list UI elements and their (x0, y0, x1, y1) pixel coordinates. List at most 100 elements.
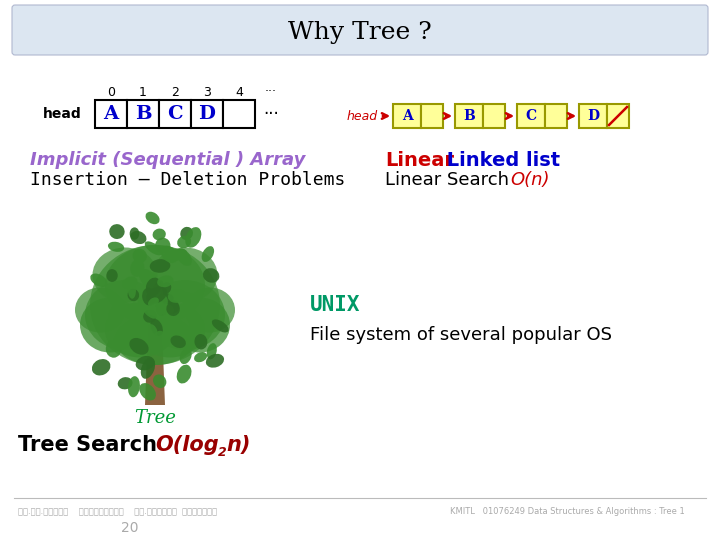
Text: Implicit (Sequential ) Array: Implicit (Sequential ) Array (30, 151, 305, 169)
Ellipse shape (159, 294, 168, 307)
Ellipse shape (202, 246, 214, 262)
FancyBboxPatch shape (545, 104, 567, 128)
Ellipse shape (132, 249, 147, 263)
Polygon shape (145, 325, 165, 405)
Ellipse shape (152, 330, 164, 345)
Ellipse shape (128, 376, 140, 397)
Text: 4: 4 (235, 85, 243, 98)
Text: 2: 2 (171, 85, 179, 98)
Ellipse shape (153, 247, 217, 302)
Ellipse shape (127, 289, 139, 301)
Ellipse shape (153, 374, 166, 388)
Ellipse shape (118, 377, 132, 389)
Ellipse shape (145, 241, 163, 255)
Ellipse shape (161, 304, 174, 316)
Ellipse shape (194, 352, 207, 362)
Ellipse shape (90, 274, 107, 287)
Ellipse shape (148, 298, 159, 307)
Text: File system of several popular OS: File system of several popular OS (310, 326, 612, 344)
Ellipse shape (145, 280, 225, 350)
Ellipse shape (130, 259, 145, 277)
Text: 0: 0 (107, 85, 115, 98)
Ellipse shape (153, 228, 166, 240)
FancyBboxPatch shape (421, 104, 443, 128)
Ellipse shape (153, 323, 172, 340)
Text: O(log: O(log (155, 435, 219, 455)
Ellipse shape (142, 303, 158, 319)
Ellipse shape (185, 227, 202, 248)
Ellipse shape (130, 338, 148, 355)
Text: Linear Search: Linear Search (385, 171, 515, 189)
Ellipse shape (138, 299, 157, 309)
Ellipse shape (135, 302, 205, 357)
Ellipse shape (156, 296, 168, 316)
Ellipse shape (152, 280, 163, 295)
Ellipse shape (149, 300, 165, 316)
Text: Linear: Linear (385, 151, 454, 170)
Ellipse shape (180, 227, 193, 240)
Ellipse shape (157, 275, 174, 287)
Ellipse shape (144, 291, 156, 305)
Ellipse shape (206, 354, 224, 368)
Text: ···: ··· (265, 85, 277, 98)
Ellipse shape (105, 245, 205, 325)
Text: O(n): O(n) (510, 171, 549, 189)
Ellipse shape (135, 356, 155, 370)
Ellipse shape (130, 231, 146, 244)
Ellipse shape (75, 287, 125, 333)
Ellipse shape (127, 281, 136, 299)
Ellipse shape (203, 268, 220, 283)
FancyBboxPatch shape (223, 100, 255, 128)
Ellipse shape (130, 305, 144, 319)
Ellipse shape (194, 334, 207, 349)
Text: n): n) (226, 435, 251, 455)
Ellipse shape (168, 249, 187, 261)
Text: A: A (402, 109, 413, 123)
Ellipse shape (161, 246, 178, 263)
Ellipse shape (90, 245, 220, 365)
Ellipse shape (108, 242, 124, 252)
Ellipse shape (176, 364, 192, 383)
Text: Why Tree ?: Why Tree ? (288, 21, 432, 44)
Text: A: A (104, 105, 119, 123)
Ellipse shape (168, 289, 186, 303)
Ellipse shape (189, 320, 203, 334)
Ellipse shape (145, 287, 156, 300)
Ellipse shape (148, 302, 163, 315)
Ellipse shape (144, 292, 154, 309)
Ellipse shape (146, 278, 161, 296)
Ellipse shape (109, 224, 125, 239)
Ellipse shape (185, 287, 235, 333)
Ellipse shape (171, 335, 186, 348)
Ellipse shape (146, 287, 167, 303)
Ellipse shape (156, 302, 167, 324)
Ellipse shape (176, 248, 192, 266)
Ellipse shape (114, 336, 123, 350)
Ellipse shape (139, 383, 156, 401)
FancyBboxPatch shape (95, 100, 127, 128)
Text: 1: 1 (139, 85, 147, 98)
Ellipse shape (170, 298, 230, 353)
FancyBboxPatch shape (393, 104, 421, 128)
Text: Tree: Tree (134, 409, 176, 427)
Text: ···: ··· (263, 105, 279, 123)
Ellipse shape (145, 212, 160, 224)
Text: D: D (587, 109, 599, 123)
FancyBboxPatch shape (517, 104, 545, 128)
FancyBboxPatch shape (12, 5, 708, 55)
Ellipse shape (80, 298, 140, 353)
Ellipse shape (177, 236, 192, 248)
Ellipse shape (127, 303, 143, 315)
FancyBboxPatch shape (483, 104, 505, 128)
Ellipse shape (85, 280, 165, 350)
Ellipse shape (166, 300, 179, 313)
Text: KMITL   01076249 Data Structures & Algorithms : Tree 1: KMITL 01076249 Data Structures & Algorit… (450, 508, 685, 516)
FancyBboxPatch shape (455, 104, 483, 128)
Ellipse shape (143, 310, 156, 323)
Ellipse shape (150, 285, 163, 302)
Text: Tree Search: Tree Search (18, 435, 164, 455)
Ellipse shape (158, 293, 174, 302)
Ellipse shape (156, 238, 171, 253)
Ellipse shape (115, 315, 195, 365)
FancyBboxPatch shape (127, 100, 159, 128)
